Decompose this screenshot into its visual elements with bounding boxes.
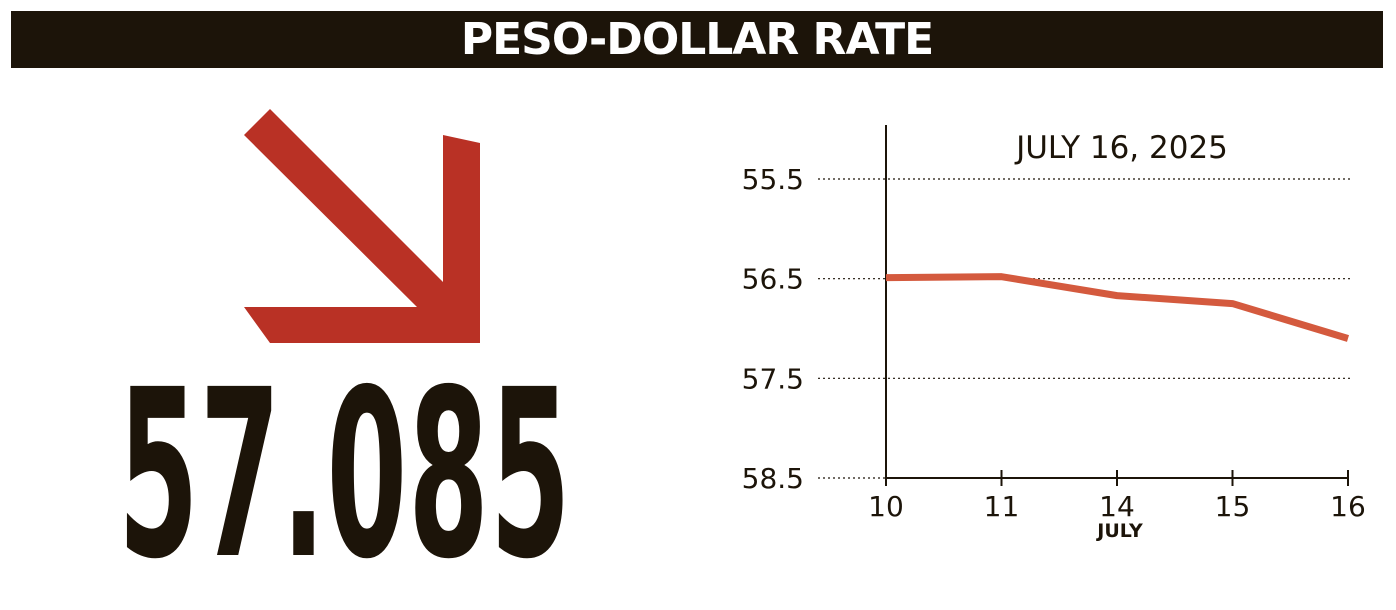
x-tick-label: 15 [1215, 490, 1251, 523]
y-tick-label: 56.5 [742, 263, 804, 296]
x-tick-label: 10 [868, 490, 904, 523]
grid-lines [818, 178, 1350, 479]
series-line [885, 273, 1350, 342]
y-tick-label: 58.5 [742, 462, 804, 495]
x-tick-label: 14 [1099, 490, 1135, 523]
page-title: PESO-DOLLAR RATE [460, 14, 934, 65]
chart-title: JULY 16, 2025 [1014, 130, 1228, 166]
x-axis-label: JULY [1095, 520, 1143, 542]
x-tick-label: 16 [1330, 490, 1366, 523]
x-tick-label: 11 [984, 490, 1020, 523]
x-tick-marks [885, 470, 1349, 486]
down-arrow-icon [244, 109, 480, 343]
y-tick-label: 55.5 [742, 163, 804, 196]
rate-line-chart: 55.5 56.5 57.5 58.5 10 11 14 15 16 JULY 16, 202… [742, 125, 1366, 542]
title-bar: PESO-DOLLAR RATE [11, 11, 1383, 68]
x-tick-labels: 10 11 14 15 16 [868, 490, 1366, 523]
y-tick-labels: 55.5 56.5 57.5 58.5 [742, 163, 804, 495]
rate-value: 57.085 [118, 340, 572, 610]
y-tick-label: 57.5 [742, 362, 804, 395]
